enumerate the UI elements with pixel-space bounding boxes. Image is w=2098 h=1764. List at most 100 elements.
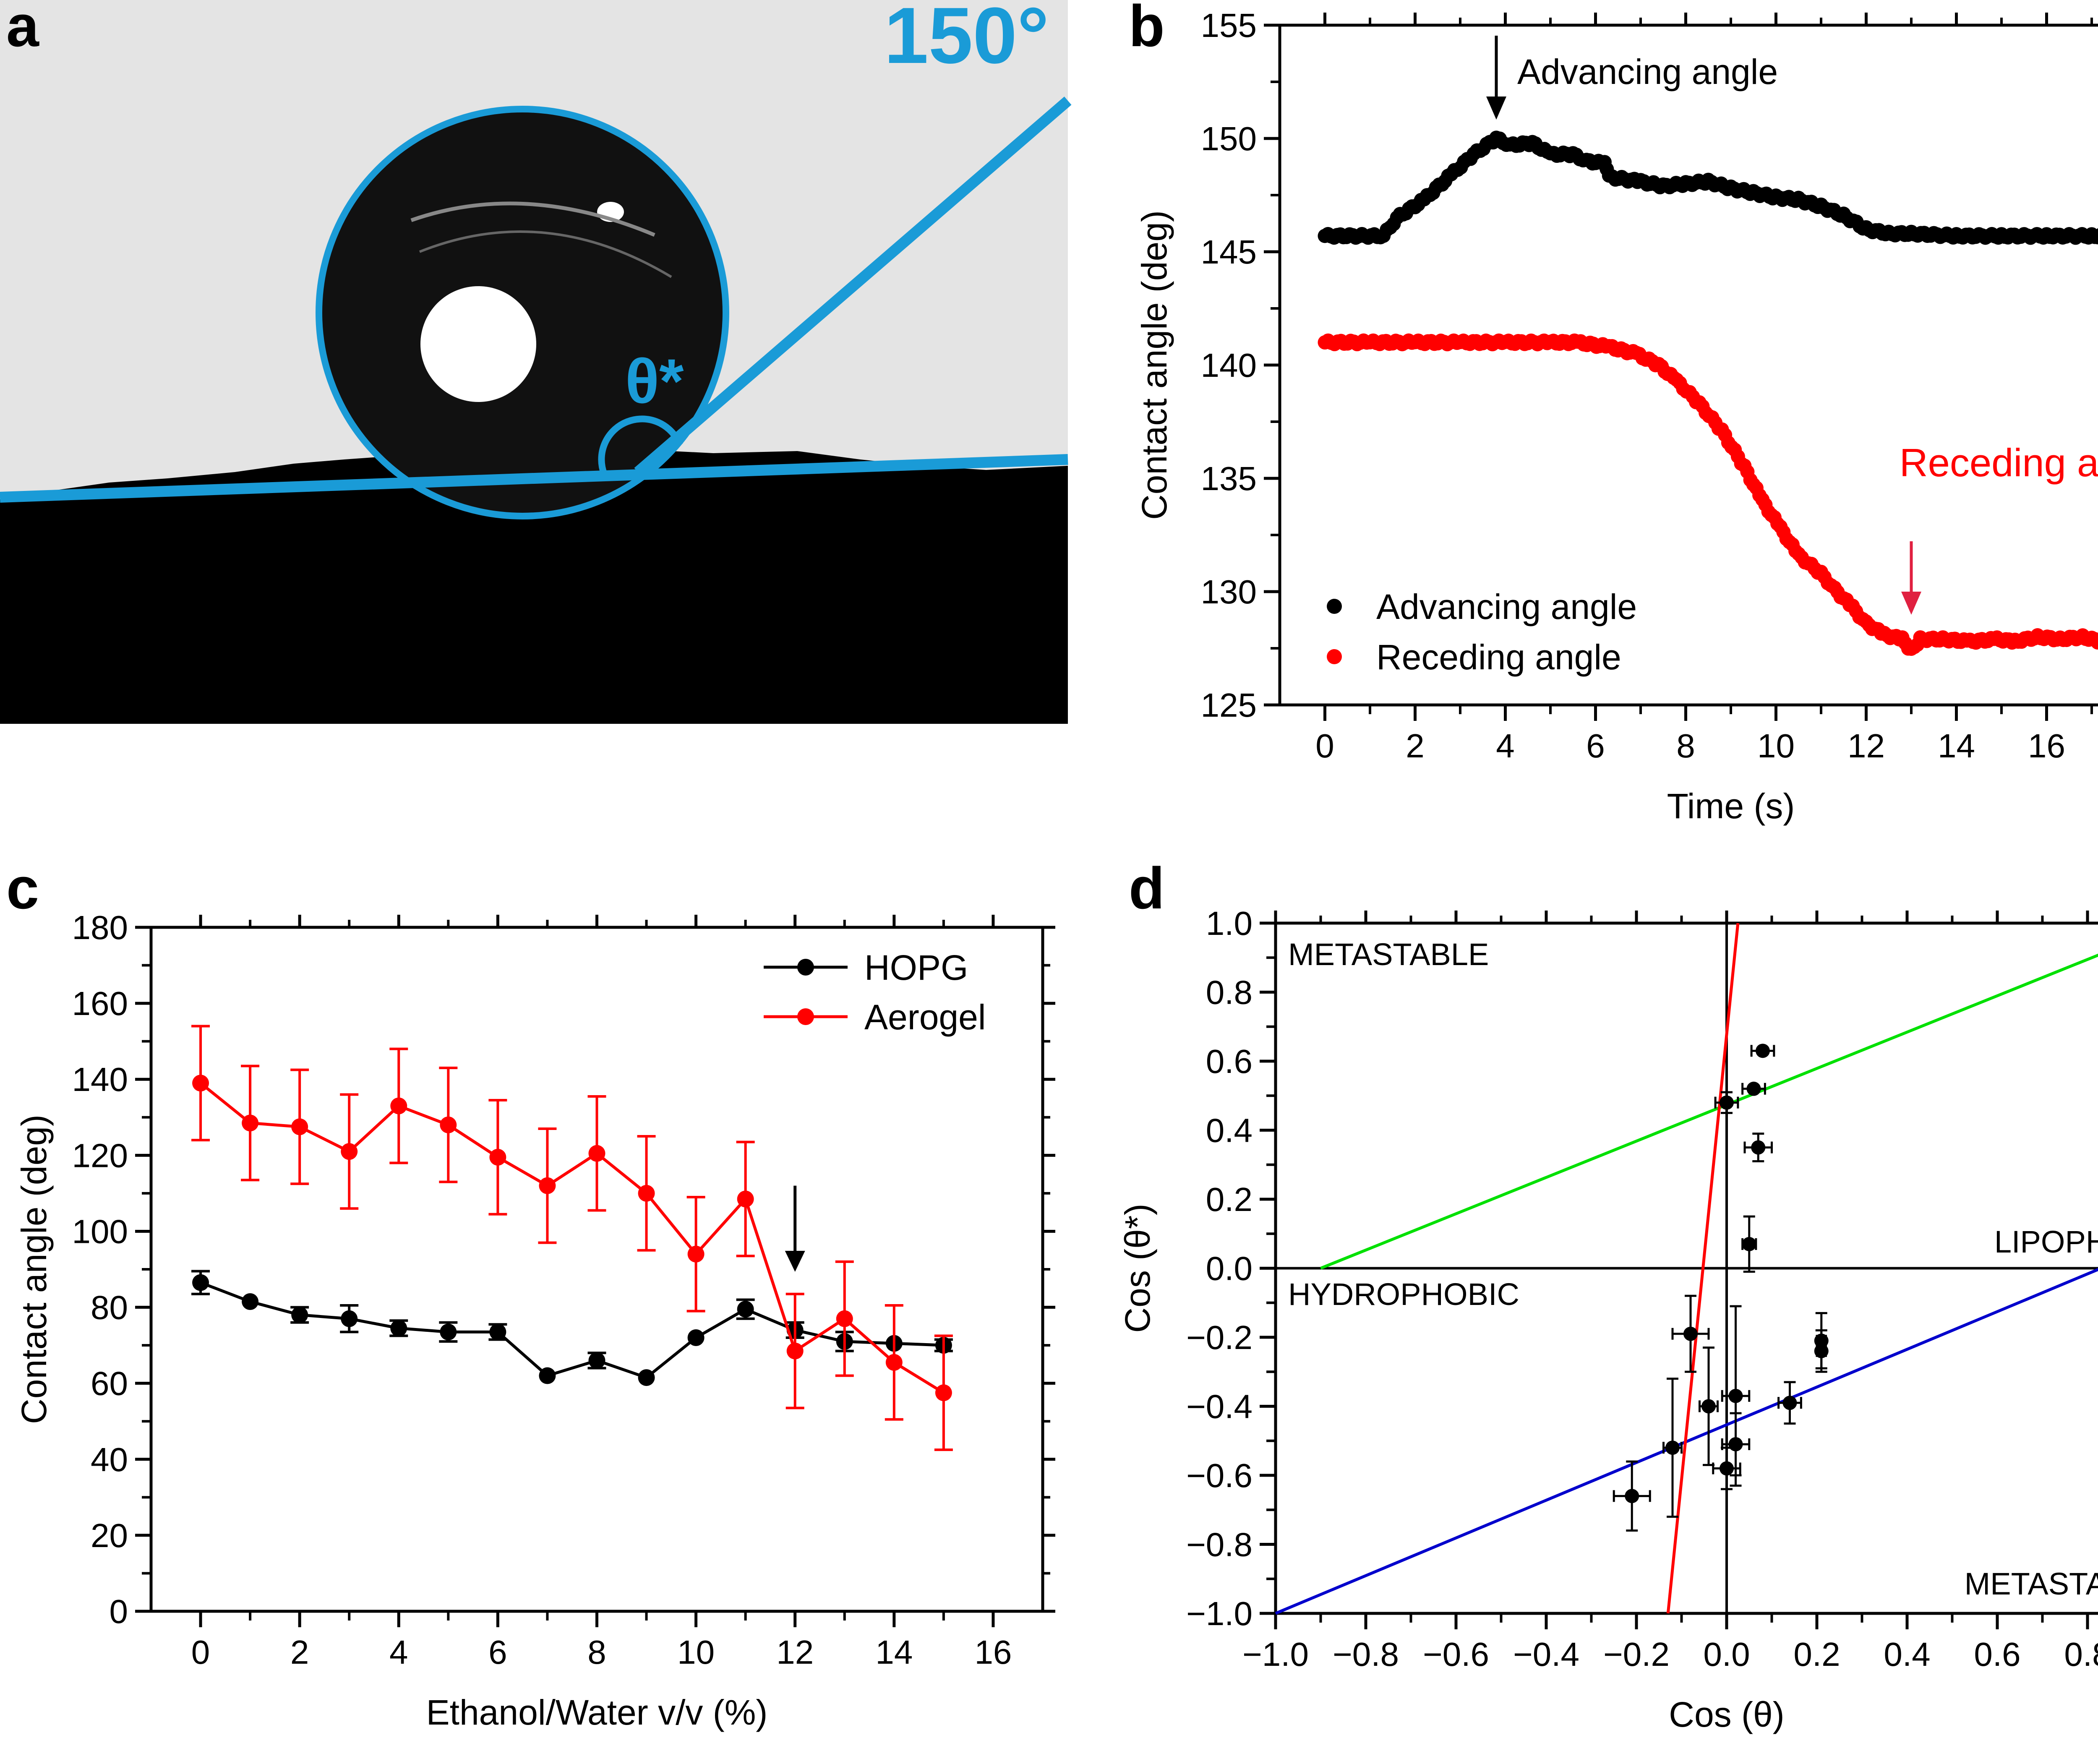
y-tick-label: 0.4 xyxy=(1206,1112,1253,1149)
data-point-aerogel xyxy=(588,1145,605,1162)
data-point-aerogel xyxy=(192,1075,209,1092)
y-tick-label: 0.0 xyxy=(1206,1250,1253,1287)
x-tick-label: −0.4 xyxy=(1513,1636,1579,1673)
region-labels-d: METASTABLE LIPOPHILIC HYDROPHOBIC METASTABL… xyxy=(1288,937,2098,1601)
fit-line-0 xyxy=(1320,953,2098,1270)
data-point-aerogel xyxy=(638,1185,655,1202)
data-point-hopg xyxy=(242,1293,259,1310)
data-point xyxy=(1756,1044,1770,1058)
region-label-hydrophobic: HYDROPHOBIC xyxy=(1288,1277,1519,1312)
data-point xyxy=(1720,1095,1734,1110)
data-point-hopg xyxy=(192,1274,209,1291)
y-tick-label: 1.0 xyxy=(1206,905,1253,942)
series-0-point xyxy=(2094,228,2098,241)
panel-letter-d: d xyxy=(1129,855,1165,921)
chart-b: 024681012141618125130135140145150155Time… xyxy=(1135,7,2098,826)
y-tick-label: 145 xyxy=(1201,233,1257,271)
data-point-aerogel xyxy=(786,1342,804,1360)
y-axis-label: Cos (θ*) xyxy=(1118,1203,1157,1333)
y-tick-label: −0.8 xyxy=(1186,1526,1253,1563)
tangent-line xyxy=(634,97,1072,476)
axes-d: −1.0 −0.8 −0.6 −0.4 −0.2 0.0 0.2 0.4 0.6 0.8 1.0 −1… xyxy=(1118,905,2098,1734)
y-tick-label: 140 xyxy=(1201,347,1257,384)
x-tick-label: 0.6 xyxy=(1974,1636,2020,1673)
y-tick-label: 130 xyxy=(1201,573,1257,611)
series-c xyxy=(191,1025,953,1451)
angle-label: 150° xyxy=(884,0,1049,80)
legend-c: HOPG Aerogel xyxy=(764,948,986,1037)
y-tick-label: −0.2 xyxy=(1186,1319,1253,1356)
y-tick-label: 40 xyxy=(91,1441,128,1478)
y-tick-label: 160 xyxy=(72,985,128,1022)
data-point xyxy=(1625,1489,1639,1503)
y-tick-label: 100 xyxy=(72,1213,128,1250)
y-tick-label: 120 xyxy=(72,1137,128,1174)
x-tick-label: 2 xyxy=(1406,727,1425,765)
data-point-aerogel xyxy=(489,1148,506,1166)
data-point-hopg xyxy=(588,1352,605,1369)
fit-line-2 xyxy=(1666,923,1740,1614)
x-tick-label: 16 xyxy=(2028,727,2065,765)
data-point xyxy=(1814,1344,1829,1358)
data-point-hopg xyxy=(489,1323,506,1341)
data-point-aerogel xyxy=(390,1097,407,1114)
series-line-hopg xyxy=(200,1281,944,1380)
fit-line-1 xyxy=(1275,1268,2098,1615)
panel-letter-a: a xyxy=(6,0,39,59)
data-point-hopg xyxy=(440,1323,457,1341)
y-tick-label: 0.8 xyxy=(1206,974,1253,1011)
legend-marker-0 xyxy=(1327,599,1342,614)
annotations-b: Advancing angle Receding angle xyxy=(1486,36,2098,615)
data-point xyxy=(1751,1140,1766,1155)
legend-label-1: Aerogel xyxy=(864,997,986,1037)
x-tick-label: 10 xyxy=(1757,727,1795,765)
points-d xyxy=(1613,1044,1829,1532)
data-point-hopg xyxy=(687,1329,705,1346)
x-tick-label: 8 xyxy=(1676,727,1695,765)
legend-marker-1 xyxy=(797,1008,814,1025)
x-axis-label: Cos (θ) xyxy=(1669,1695,1784,1734)
data-point-hopg xyxy=(341,1310,358,1327)
y-tick-label: 180 xyxy=(72,909,128,946)
y-tick-label: 20 xyxy=(91,1517,128,1554)
y-tick-label: −0.6 xyxy=(1186,1457,1253,1494)
advancing-annotation: Advancing angle xyxy=(1517,52,1778,91)
x-tick-label: 0.2 xyxy=(1793,1636,1840,1673)
data-point-aerogel xyxy=(836,1310,853,1327)
data-point-aerogel xyxy=(935,1384,952,1401)
substrate xyxy=(0,449,1068,724)
x-tick-label: 2 xyxy=(290,1634,309,1671)
data-point-hopg xyxy=(539,1367,556,1384)
annotations-c xyxy=(785,1185,805,1272)
panel-letter-c: c xyxy=(6,855,39,921)
region-label-metastable-bottom: METASTABLE xyxy=(1965,1566,2098,1601)
region-label-metastable-top: METASTABLE xyxy=(1288,937,1489,972)
data-point-aerogel xyxy=(341,1143,358,1160)
y-tick-label: 60 xyxy=(91,1365,128,1402)
data-point-aerogel xyxy=(242,1114,259,1132)
x-tick-label: 10 xyxy=(677,1634,715,1671)
y-tick-label: 125 xyxy=(1201,686,1257,724)
x-tick-label: 12 xyxy=(1847,727,1885,765)
x-tick-label: 0.4 xyxy=(1884,1636,1930,1673)
data-point xyxy=(1665,1440,1680,1455)
x-tick-label: 0.0 xyxy=(1703,1636,1750,1673)
y-tick-label: 135 xyxy=(1201,460,1257,497)
x-tick-label: 4 xyxy=(1496,727,1515,765)
x-tick-label: 8 xyxy=(587,1634,606,1671)
receding-arrowhead xyxy=(1901,592,1921,615)
x-tick-label: 0.8 xyxy=(2064,1636,2098,1673)
y-axis-label: Contact angle (deg) xyxy=(14,1114,54,1424)
panel-a-photo: 150° θ* a xyxy=(0,0,1072,724)
x-tick-label: 6 xyxy=(1586,727,1605,765)
x-axis-label: Time (s) xyxy=(1667,786,1795,826)
data-point xyxy=(1728,1437,1743,1451)
x-tick-label: 4 xyxy=(389,1634,408,1671)
data-point-hopg xyxy=(638,1369,655,1386)
axes-b: 024681012141618125130135140145150155Time… xyxy=(1135,7,2093,826)
y-tick-label: 0.2 xyxy=(1206,1181,1253,1218)
angle-arc xyxy=(598,415,683,475)
data-point-aerogel xyxy=(885,1354,903,1371)
data-point-aerogel xyxy=(539,1177,556,1194)
x-tick-label: −0.6 xyxy=(1423,1636,1489,1673)
